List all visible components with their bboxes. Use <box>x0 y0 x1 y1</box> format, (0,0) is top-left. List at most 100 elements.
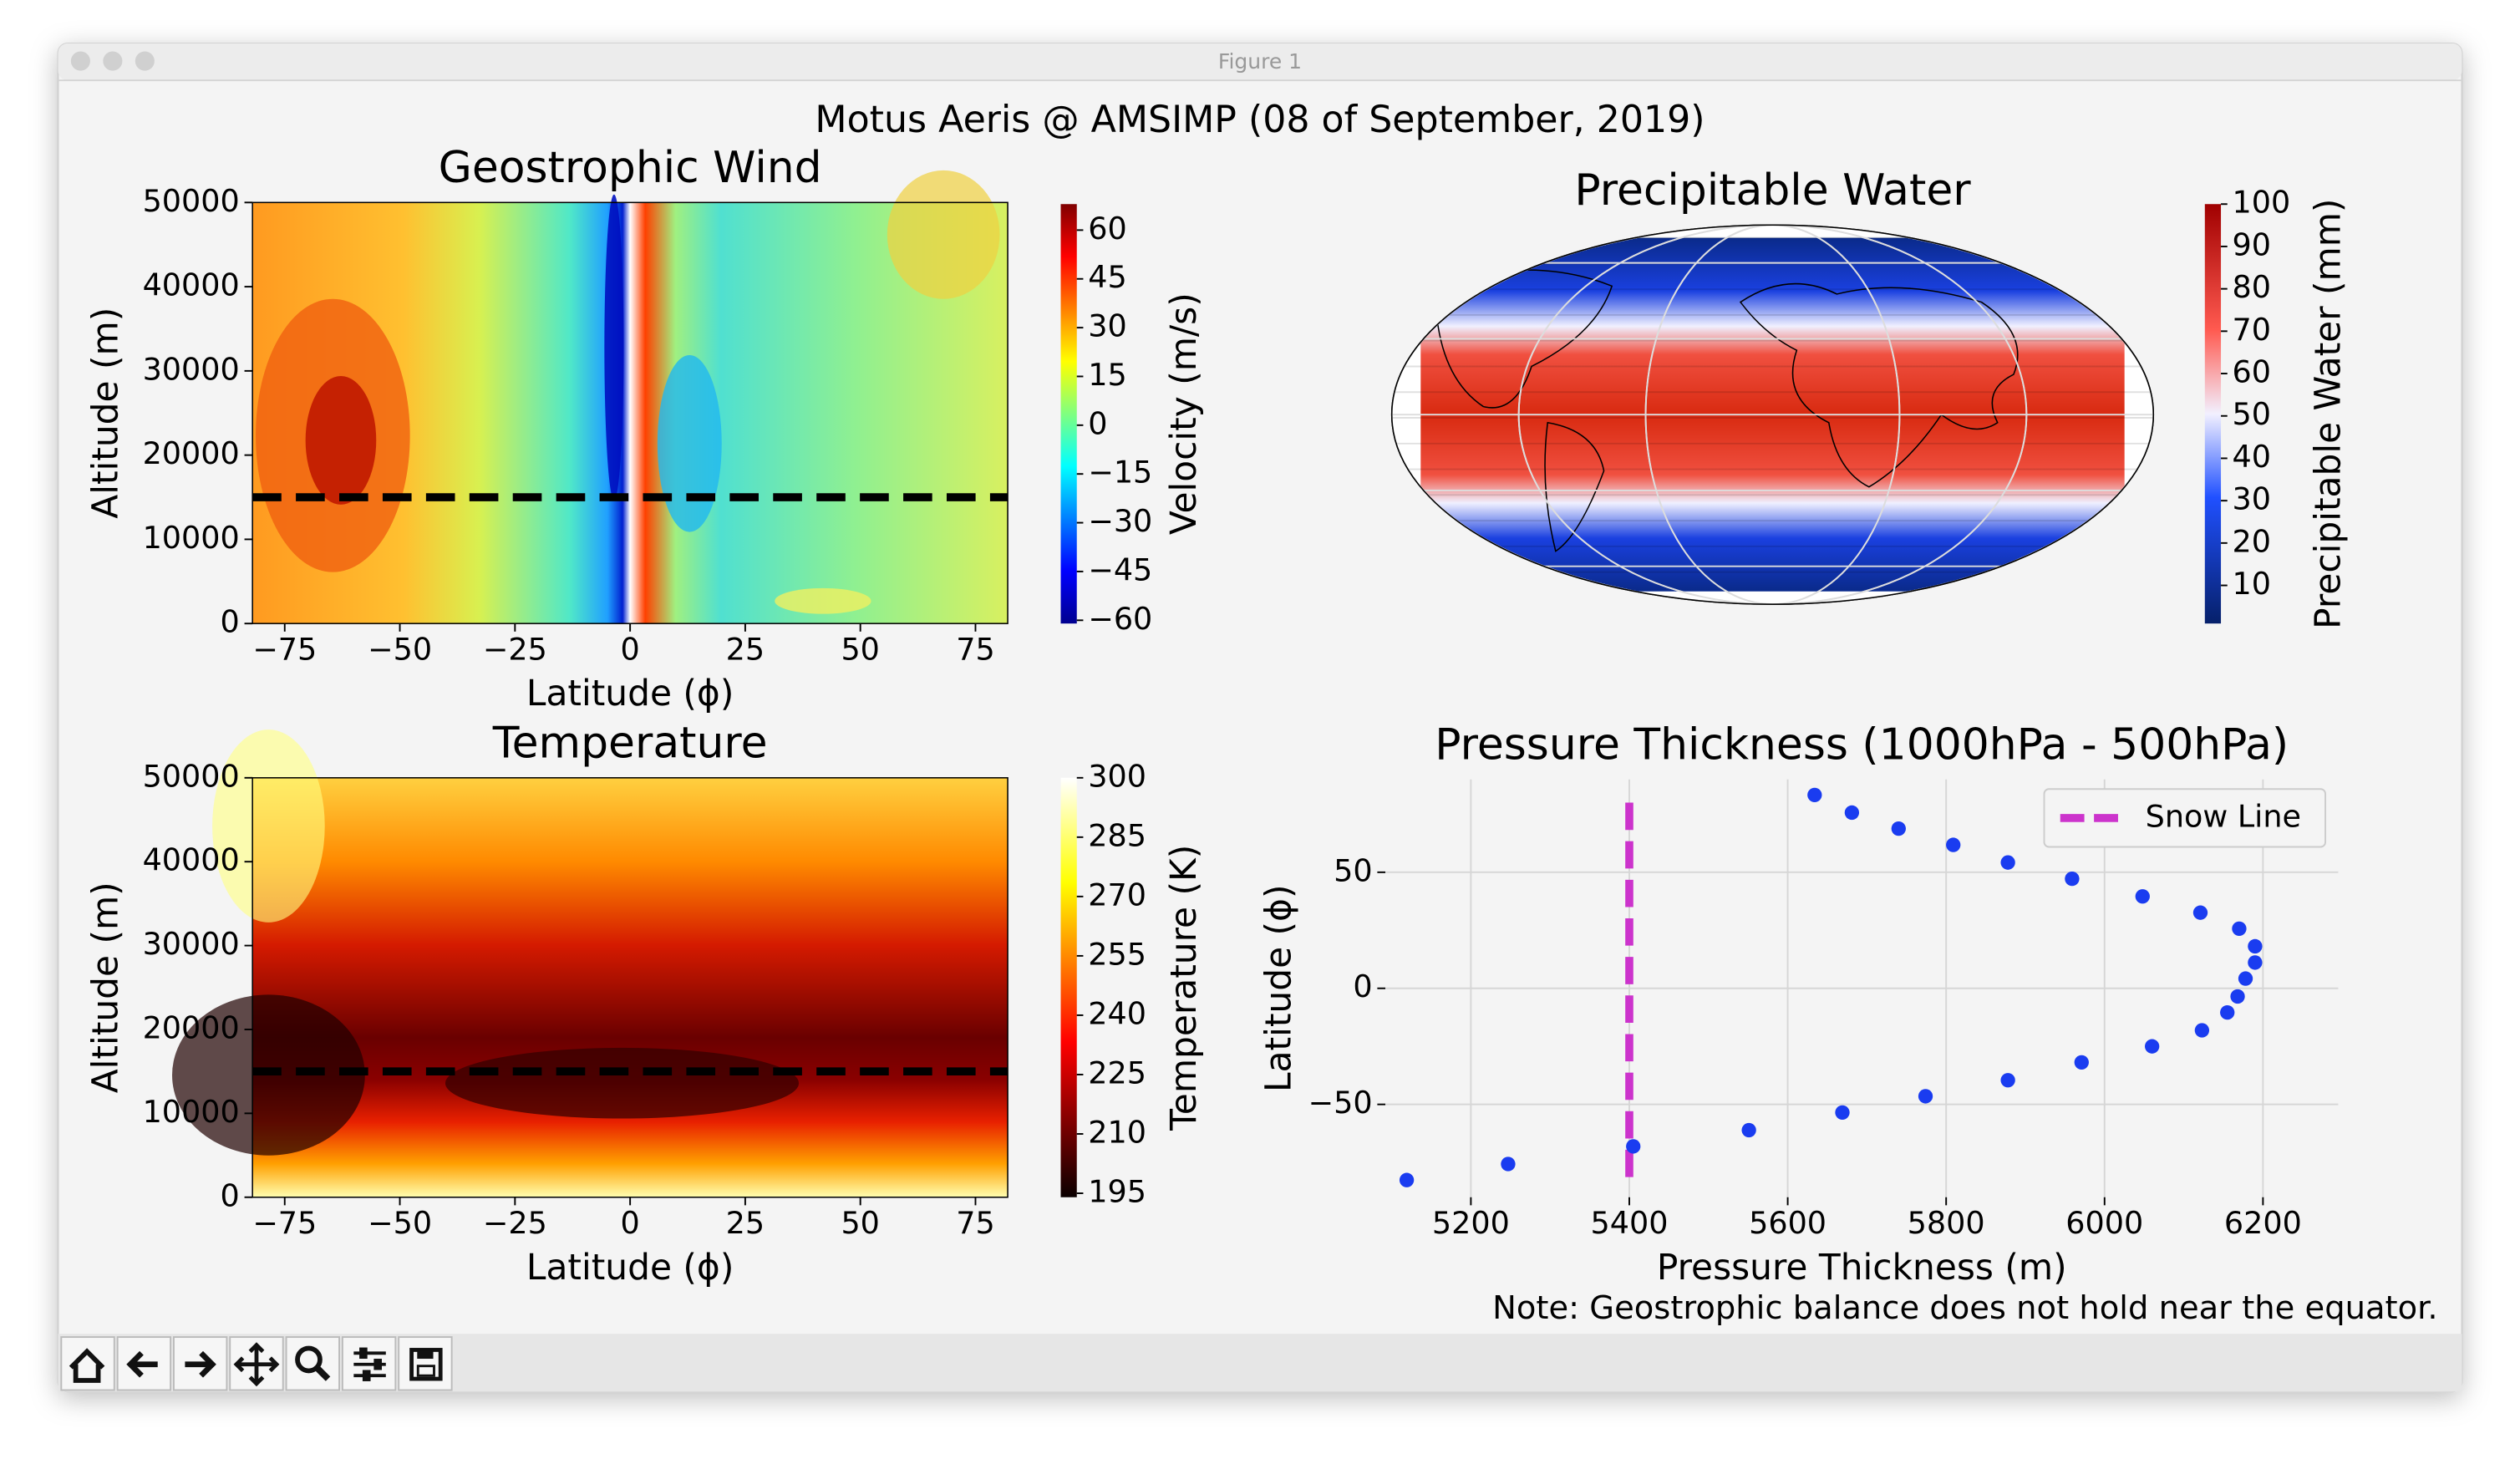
colorbar-tick-label: 70 <box>2233 312 2272 348</box>
colorbar-tick-label: 100 <box>2233 185 2291 221</box>
note: Note: Geostrophic balance does not hold … <box>1492 1289 2438 1327</box>
point <box>1501 1156 1516 1172</box>
contour-blob <box>305 376 377 505</box>
point <box>1835 1105 1850 1121</box>
point <box>1918 1089 1933 1104</box>
point <box>1741 1122 1756 1138</box>
point <box>1946 837 1961 852</box>
save-button[interactable] <box>398 1336 453 1391</box>
colorbar-tick-label: 255 <box>1088 936 1146 972</box>
x-tick-label: −50 <box>368 631 432 667</box>
y-tick-label: 20000 <box>143 435 240 471</box>
point <box>2074 1055 2089 1070</box>
toolbar-buttons <box>60 1336 453 1391</box>
pan-button[interactable] <box>229 1336 284 1391</box>
colorbar-tick-label: 285 <box>1088 817 1146 853</box>
colorbar-tick-label: 0 <box>1088 405 1107 441</box>
colorbar-label: Velocity (m/s) <box>1163 292 1204 535</box>
y-tick-label: −50 <box>1308 1085 1373 1121</box>
map-outline <box>1390 224 2155 605</box>
x-axis-label: Pressure Thickness (m) <box>1657 1247 2067 1288</box>
x-axis-label: Latitude (ϕ) <box>526 1247 734 1288</box>
back-button[interactable] <box>116 1336 172 1391</box>
forward-button[interactable] <box>172 1336 228 1391</box>
colorbar <box>1060 777 1077 1197</box>
colorbar-tick-label: 195 <box>1088 1174 1146 1210</box>
point <box>2248 938 2263 954</box>
y-tick-label: 40000 <box>143 842 240 878</box>
chart-title: Precipitable Water <box>1574 165 1971 216</box>
colorbar-tick-label: −30 <box>1088 503 1152 539</box>
minimize-button[interactable] <box>103 51 123 71</box>
x-tick-label: 5800 <box>1908 1205 1985 1241</box>
colorbar-tick-label: 270 <box>1088 877 1146 912</box>
x-axis-label: Latitude (ϕ) <box>526 673 734 714</box>
colorbar-tick-label: −15 <box>1088 455 1152 491</box>
contour-blob <box>657 355 722 532</box>
colorbar-tick-label: 60 <box>1088 211 1127 247</box>
colorbar-label: Precipitable Water (mm) <box>2307 199 2348 629</box>
point <box>2230 989 2245 1004</box>
contour-blob <box>775 587 871 614</box>
y-tick-label: 10000 <box>143 1094 240 1130</box>
point <box>2000 855 2015 870</box>
point <box>1844 805 1860 821</box>
colorbar-tick-label: −60 <box>1088 601 1152 637</box>
x-tick-label: 6000 <box>2065 1205 2143 1241</box>
contour-blob <box>445 1047 800 1119</box>
colorbar-tick-label: 240 <box>1088 995 1146 1031</box>
toolbar <box>58 1334 2462 1392</box>
colorbar-tick-label: 40 <box>2233 439 2272 475</box>
home-button[interactable] <box>60 1336 115 1391</box>
point <box>2220 1004 2235 1020</box>
map-field <box>1391 225 2154 605</box>
point <box>1807 787 1822 802</box>
y-axis-label: Latitude (ϕ) <box>1258 885 1299 1092</box>
colorbar-tick-label: 30 <box>1088 308 1127 344</box>
legend-label: Snow Line <box>2146 798 2301 834</box>
point <box>2232 921 2247 937</box>
point <box>1891 821 1906 836</box>
point <box>2135 889 2150 904</box>
point <box>2145 1039 2160 1054</box>
colorbar-tick-label: 80 <box>2233 269 2272 305</box>
colorbar-tick-label: 20 <box>2233 523 2272 559</box>
point <box>1626 1139 1641 1154</box>
x-tick-label: 25 <box>726 1205 765 1241</box>
point <box>1399 1172 1415 1187</box>
y-tick-label: 50 <box>1334 852 1373 888</box>
colorbar <box>1060 204 1077 624</box>
chart-title: Temperature <box>492 718 768 768</box>
point <box>2192 905 2208 920</box>
y-axis-label: Altitude (m) <box>85 882 126 1093</box>
x-tick-label: 5600 <box>1749 1205 1826 1241</box>
colorbar-label: Temperature (K) <box>1163 845 1204 1131</box>
x-tick-label: 50 <box>841 1205 880 1241</box>
zoom-tool-button[interactable] <box>285 1336 340 1391</box>
x-tick-label: 75 <box>956 631 995 667</box>
x-tick-label: −25 <box>483 631 547 667</box>
window-title: Figure 1 <box>1218 49 1302 74</box>
colorbar-tick-label: 15 <box>1088 357 1127 393</box>
close-button[interactable] <box>70 51 90 71</box>
contour-field <box>252 777 1009 1197</box>
colorbar-tick-label: 50 <box>2233 396 2272 432</box>
x-tick-label: 50 <box>841 631 880 667</box>
y-tick-label: 30000 <box>143 926 240 962</box>
y-tick-label: 10000 <box>143 520 240 556</box>
x-tick-label: −75 <box>252 1205 317 1241</box>
x-tick-label: 5200 <box>1432 1205 1510 1241</box>
x-tick-label: 5400 <box>1590 1205 1668 1241</box>
contour-blob <box>604 194 624 501</box>
x-tick-label: 6200 <box>2224 1205 2302 1241</box>
zoom-button[interactable] <box>135 51 155 71</box>
suptitle: Motus Aeris @ AMSIMP (08 of September, 2… <box>815 99 1705 141</box>
x-tick-label: 0 <box>620 1205 639 1241</box>
configure-button[interactable] <box>341 1336 397 1391</box>
colorbar-tick-label: 30 <box>2233 481 2272 517</box>
y-tick-label: 40000 <box>143 267 240 303</box>
point <box>2248 955 2263 970</box>
point <box>2238 971 2253 986</box>
x-tick-label: −75 <box>252 631 317 667</box>
